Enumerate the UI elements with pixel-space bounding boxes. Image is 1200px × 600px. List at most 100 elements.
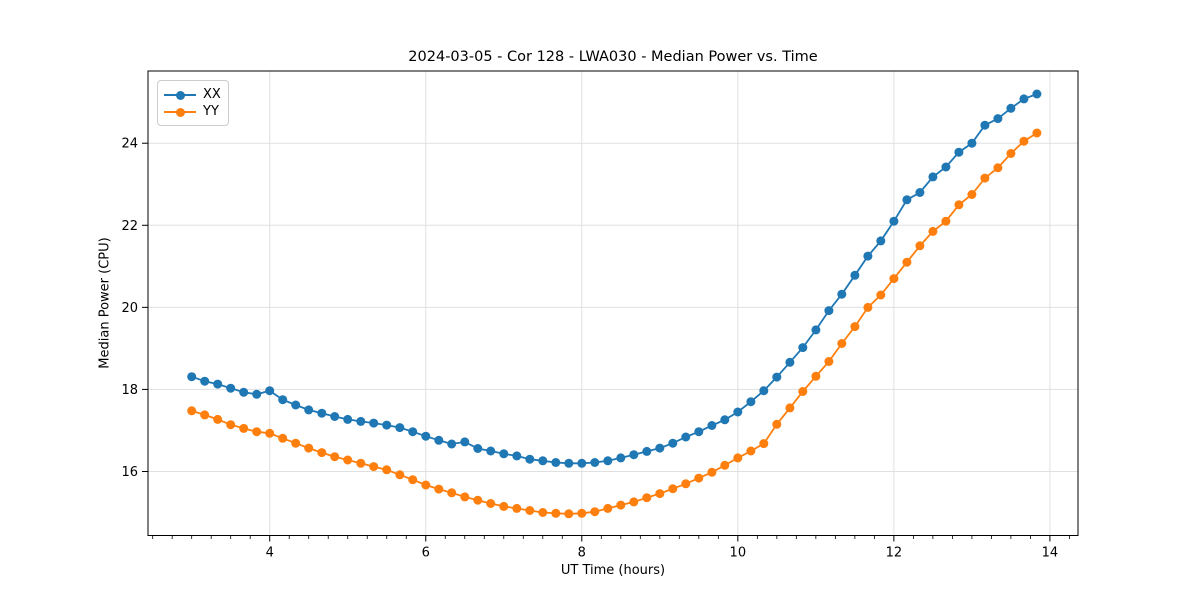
xx-data-point (265, 386, 275, 396)
yy-data-point (876, 290, 886, 300)
yy-data-point (1006, 149, 1016, 158)
xx-data-point (967, 138, 977, 148)
xx-data-point (837, 289, 847, 299)
xx-data-point (954, 147, 964, 157)
yy-data-point (213, 414, 223, 424)
xx-data-point (850, 270, 860, 280)
yy-data-point (512, 503, 522, 513)
x-tick-label: 6 (422, 546, 430, 561)
yy-data-point (759, 439, 769, 449)
yy-data-point (1019, 136, 1029, 146)
yy-data-point (824, 357, 834, 366)
xx-data-point (889, 216, 899, 226)
yy-data-point (278, 433, 288, 443)
yy-data-point (902, 257, 912, 267)
y-axis-label: Median Power (CPU) (97, 237, 113, 369)
xx-data-point (525, 454, 535, 464)
yy-data-point (850, 322, 860, 332)
y-tick-label: 22 (121, 219, 138, 234)
yy-data-point (785, 403, 795, 413)
xx-data-point (798, 343, 808, 353)
yy-data-point (551, 508, 561, 518)
yy-data-point (499, 501, 509, 511)
xx-data-point (291, 400, 301, 410)
yy-data-point (915, 241, 925, 251)
xx-data-point (382, 420, 392, 430)
yy-data-point (837, 339, 847, 348)
xx-data-point (616, 453, 626, 463)
yy-data-point (668, 484, 678, 494)
xx-data-point (551, 458, 561, 467)
xx-data-point (759, 386, 769, 396)
yy-data-point (967, 190, 977, 199)
xx-data-point (928, 172, 938, 182)
yy-data-point (642, 493, 652, 503)
yy-data-point (577, 508, 587, 518)
xx-data-point (642, 446, 652, 456)
legend: XX YY (157, 80, 229, 126)
chart-title: 2024-03-05 - Cor 128 - LWA030 - Median P… (408, 49, 818, 65)
y-tick-label: 24 (121, 137, 138, 152)
xx-data-point (200, 376, 210, 386)
legend-entry-yy: YY (164, 103, 220, 120)
xx-data-point (980, 120, 990, 130)
xx-data-point (772, 372, 782, 382)
xx-data-point (356, 416, 366, 426)
y-tick-label: 18 (121, 383, 138, 398)
yy-data-point (1032, 128, 1042, 138)
plot-border (147, 70, 1079, 536)
yy-data-point (616, 500, 626, 510)
yy-data-point (421, 480, 431, 490)
yy-data-point (304, 443, 314, 453)
yy-data-point (694, 473, 704, 483)
yy-data-point (772, 419, 782, 429)
xx-data-point (694, 427, 704, 437)
xx-data-point (577, 458, 587, 468)
xx-series-line (191, 93, 1038, 465)
legend-label-yy: YY (203, 104, 219, 119)
yy-data-point (265, 428, 275, 438)
xx-data-point (434, 435, 444, 445)
xx-data-point (720, 415, 730, 425)
yy-data-point (200, 410, 210, 420)
xx-data-point (993, 114, 1003, 124)
xx-data-point (187, 372, 197, 382)
yy-data-point (395, 470, 405, 480)
yy-data-point (382, 465, 392, 475)
yy-data-point (980, 173, 990, 183)
xx-data-point (811, 325, 821, 335)
xx-data-point (226, 383, 236, 393)
x-tick-label: 4 (266, 546, 274, 561)
yy-data-point (954, 200, 964, 210)
yy-data-point (811, 371, 821, 381)
yy-data-point (941, 216, 951, 226)
yy-data-point (226, 420, 236, 430)
yy-data-point (629, 497, 639, 507)
xx-data-point (681, 432, 691, 442)
yy-data-point (317, 448, 327, 458)
yy-data-point (486, 499, 496, 508)
xx-data-point (668, 438, 678, 448)
xx-data-point (629, 450, 639, 460)
xx-data-point (824, 306, 834, 316)
yy-data-point (590, 507, 600, 517)
yy-data-point (538, 508, 548, 517)
xx-data-point (460, 437, 470, 447)
xx-data-point (590, 458, 600, 467)
xx-data-point (655, 443, 665, 453)
yy-data-point (863, 302, 873, 312)
xx-data-point (538, 456, 548, 466)
yy-data-point (603, 503, 613, 513)
yy-data-point (720, 460, 730, 470)
xx-data-point (369, 418, 379, 428)
xx-data-point (785, 357, 795, 367)
yy-data-point (525, 506, 535, 515)
yy-series-line (191, 132, 1038, 515)
xx-data-point (1019, 94, 1029, 104)
yy-data-point (434, 484, 444, 494)
yy-data-point (369, 462, 379, 472)
yy-data-point (707, 467, 717, 477)
yy-data-point (655, 489, 665, 499)
